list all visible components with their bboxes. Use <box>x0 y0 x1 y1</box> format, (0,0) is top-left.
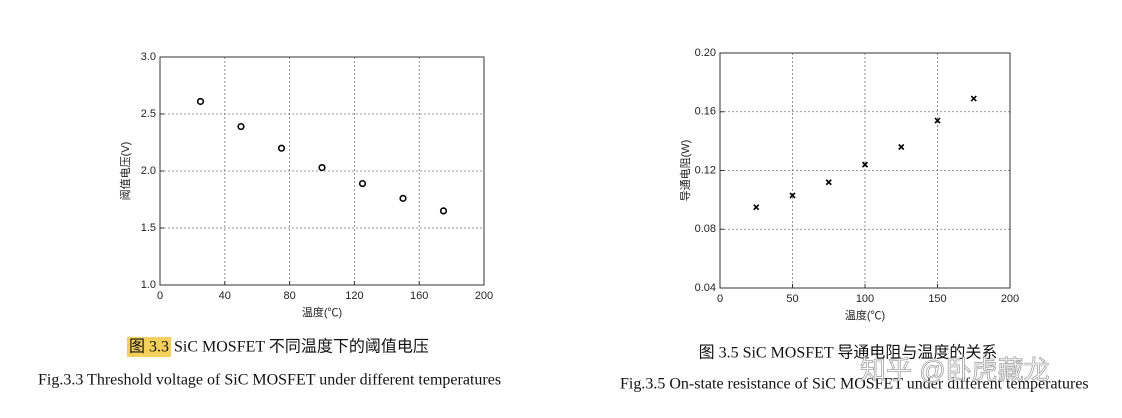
x-tick-label: 200 <box>475 290 493 302</box>
y-tick-label: 0.08 <box>695 223 716 235</box>
point <box>318 163 326 172</box>
watermark: 知乎 @卧虎藏龙 <box>860 355 1050 385</box>
point <box>934 117 941 124</box>
y-tick-label: 0.04 <box>695 282 716 294</box>
point <box>753 204 760 211</box>
plot-frame <box>159 56 485 286</box>
x-tick-label: 0 <box>717 293 723 305</box>
x-tick-label: 120 <box>345 290 363 302</box>
x-tick-label: 200 <box>1001 293 1019 305</box>
x-tick-label: 160 <box>410 290 428 302</box>
y-tick-label: 0.12 <box>695 164 716 176</box>
point <box>861 161 869 168</box>
point <box>789 192 796 199</box>
y-tick-label: 2.0 <box>141 165 156 177</box>
y-tick-label: 3.0 <box>141 51 156 63</box>
y-axis-label: 阈值电压(V) <box>118 142 132 201</box>
x-axis-label: 温度(℃) <box>845 308 885 322</box>
x-tick-label: 40 <box>219 290 231 302</box>
y-tick-label: 1.5 <box>141 222 156 234</box>
caption-en: Fig.3.5 On-state resistance of SiC MOSFE… <box>620 376 1089 393</box>
caption: 图 3.5 SiC MOSFET 导通电阻与温度的关系 <box>699 344 998 362</box>
y-axis-label: 导通电阻(W) <box>679 140 692 202</box>
x-tick-label: 80 <box>283 290 295 302</box>
x-tick-label: 100 <box>856 293 874 305</box>
x-tick-label: 50 <box>786 293 798 305</box>
point <box>825 179 832 186</box>
figure-label: 图 3.3 <box>129 339 169 356</box>
y-tick-label: 0.16 <box>695 106 716 118</box>
caption-highlight <box>127 337 171 357</box>
x-axis-label: 温度(℃) <box>302 305 342 319</box>
point <box>399 194 407 202</box>
y-tick-label: 0.20 <box>695 47 716 59</box>
point <box>898 143 905 151</box>
point <box>439 207 448 215</box>
point <box>277 144 286 152</box>
x-tick-label: 150 <box>928 293 946 305</box>
point <box>196 97 205 106</box>
point <box>970 95 977 102</box>
y-tick-label: 1.0 <box>141 279 156 291</box>
x-tick-label: 0 <box>157 290 163 302</box>
point <box>358 179 367 188</box>
point <box>237 122 245 131</box>
plot-frame <box>719 52 1011 289</box>
caption: SiC MOSFET 不同温度下的阈值电压 <box>174 338 429 356</box>
caption-en: Fig.3.3 Threshold voltage of SiC MOSFET … <box>38 372 501 389</box>
y-tick-label: 2.5 <box>141 108 156 120</box>
